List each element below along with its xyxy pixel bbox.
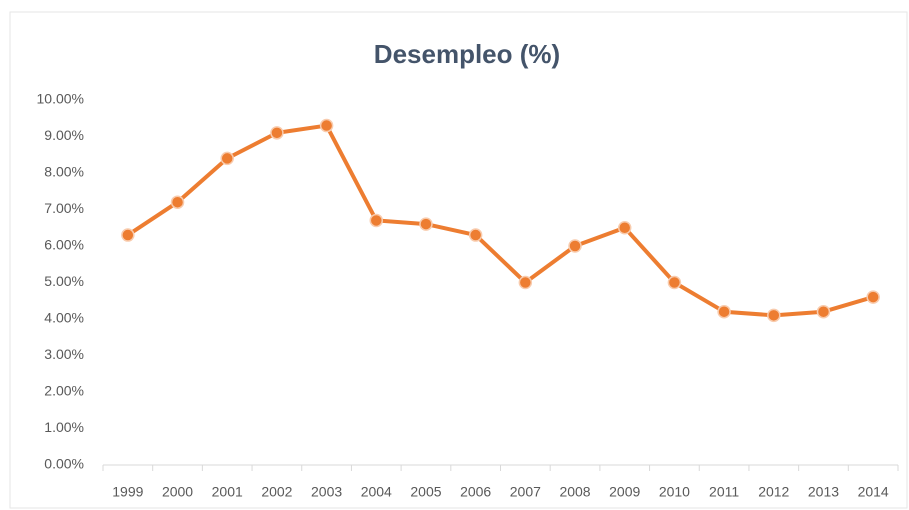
data-point — [568, 239, 582, 253]
x-tick-label: 2013 — [808, 484, 839, 500]
x-tick-label: 2002 — [261, 484, 292, 500]
x-tick-label: 2004 — [361, 484, 392, 500]
y-tick-label: 8.00% — [44, 164, 84, 180]
data-point — [767, 308, 781, 323]
chart-title: Desempleo (%) — [374, 39, 560, 69]
x-tick-label: 2008 — [559, 484, 590, 500]
data-point — [468, 228, 483, 242]
x-tick-label: 2000 — [162, 484, 193, 500]
data-point — [717, 304, 731, 319]
x-tick-label: 2005 — [410, 484, 441, 500]
data-point — [319, 118, 334, 133]
data-point — [369, 213, 384, 228]
x-tick-label: 2012 — [758, 484, 789, 500]
data-point — [866, 290, 880, 304]
x-tick-label: 2007 — [510, 484, 541, 500]
y-tick-label: 0.00% — [44, 456, 84, 472]
data-point — [220, 151, 234, 166]
data-point — [816, 304, 831, 319]
data-point — [617, 221, 632, 235]
x-tick-label: 2009 — [609, 484, 640, 500]
x-tick-label: 2003 — [311, 484, 342, 500]
y-tick-label: 10.00% — [37, 91, 84, 107]
data-line — [125, 123, 876, 318]
x-tick-label: 1999 — [112, 484, 143, 500]
y-tick-label: 9.00% — [44, 127, 84, 143]
y-tick-label: 2.00% — [44, 383, 84, 399]
data-point — [270, 126, 284, 140]
y-tick-label: 5.00% — [44, 273, 84, 289]
data-point — [667, 275, 682, 290]
data-point — [121, 228, 135, 242]
chart-frame — [9, 11, 908, 509]
data-point — [518, 275, 533, 290]
data-point — [419, 217, 433, 231]
x-tick-label: 2010 — [659, 484, 690, 500]
data-point — [170, 195, 185, 209]
x-tick-label: 2011 — [709, 484, 739, 500]
y-tick-label: 7.00% — [44, 200, 84, 216]
x-tick-label: 2001 — [212, 484, 243, 500]
y-tick-label: 4.00% — [44, 310, 84, 326]
y-tick-label: 6.00% — [44, 237, 84, 253]
y-tick-label: 3.00% — [44, 346, 84, 362]
x-tick-label: 2014 — [858, 484, 889, 500]
x-tick-label: 2006 — [460, 484, 491, 500]
y-tick-label: 1.00% — [44, 419, 84, 435]
